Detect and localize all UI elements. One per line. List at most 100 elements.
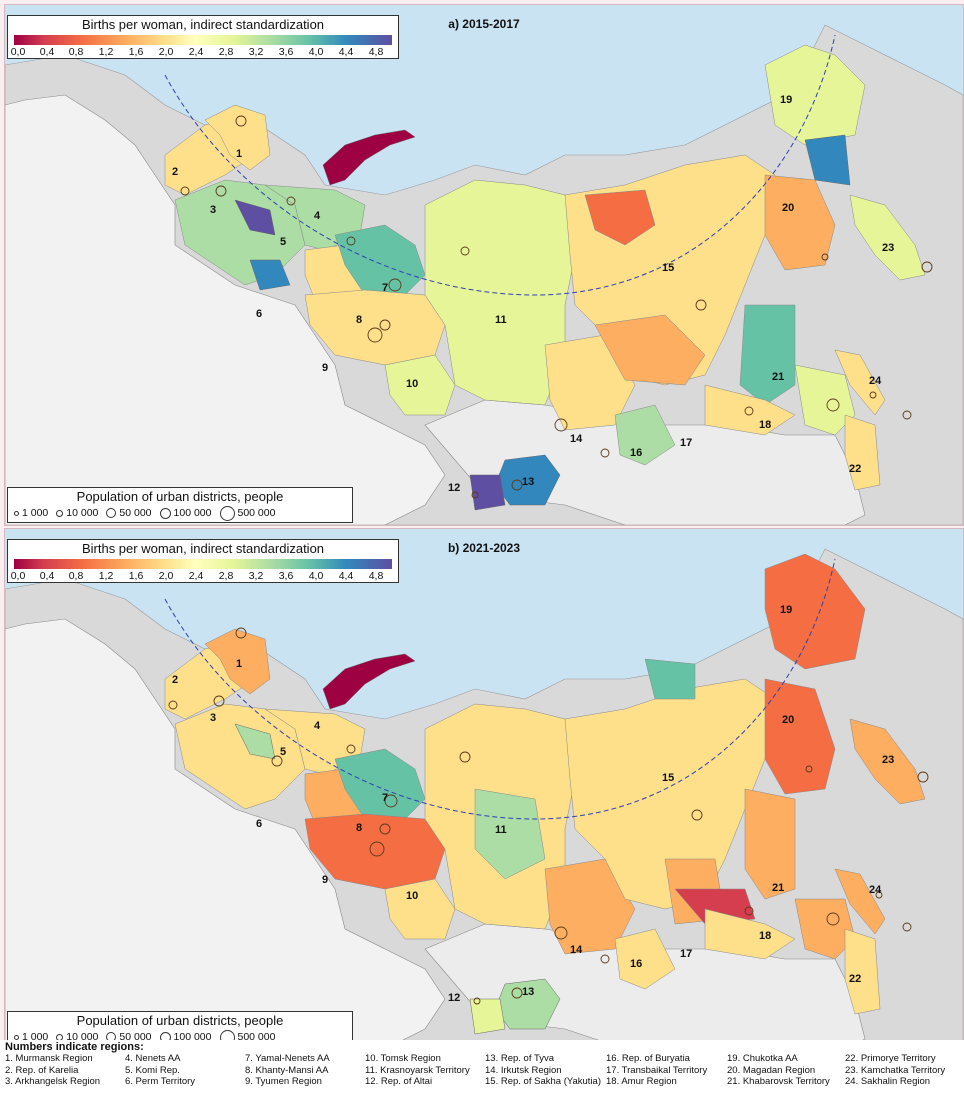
- region-entry: 18. Amur Region: [606, 1076, 677, 1087]
- scale-tick: 3,6: [278, 46, 294, 58]
- svg-text:7: 7: [382, 792, 388, 804]
- svg-text:15: 15: [662, 772, 674, 784]
- region-entry: 4. Nenets AA: [125, 1053, 181, 1064]
- circle-icon: [14, 1034, 19, 1040]
- color-scale-ticks: 0,0 0,4 0,8 1,2 1,6 2,0 2,4 2,8 3,2 3,6 …: [8, 570, 398, 582]
- svg-text:2: 2: [172, 674, 178, 686]
- scale-tick: 1,6: [128, 570, 144, 582]
- regions-legend-column: 16. Rep. of Buryatia 17. Transbaikal Ter…: [606, 1053, 727, 1088]
- scale-tick: 4,4: [338, 570, 354, 582]
- regions-legend-column: 10. Tomsk Region 11. Krasnoyarsk Territo…: [365, 1053, 485, 1088]
- svg-text:17: 17: [680, 437, 692, 449]
- svg-text:20: 20: [782, 714, 794, 726]
- scale-tick: 4,4: [338, 46, 354, 58]
- svg-text:2: 2: [172, 166, 178, 178]
- scale-tick: 1,6: [128, 46, 144, 58]
- population-legend-item: 1 000: [14, 507, 48, 519]
- svg-text:6: 6: [256, 818, 262, 830]
- region-entry: 24. Sakhalin Region: [845, 1076, 931, 1087]
- scale-tick: 0,0: [10, 46, 26, 58]
- region-entry: 17. Transbaikal Territory: [606, 1064, 708, 1076]
- scale-tick: 0,8: [68, 46, 84, 58]
- scale-tick: 1,2: [98, 570, 114, 582]
- region-entry: 3. Arkhangelsk Region: [5, 1076, 101, 1087]
- region-entry: 19. Chukotka AA: [727, 1053, 798, 1064]
- circle-icon: [159, 507, 171, 519]
- map-panel-2021-2023: 1 2 3 4 5 6 7 8 9 10 11 12 13 14 15 16 1…: [4, 528, 964, 1050]
- region-entry: 6. Perm Territory: [125, 1076, 196, 1087]
- circle-icon: [14, 510, 19, 516]
- color-scale-bar: [14, 35, 392, 45]
- scale-tick: 1,2: [98, 46, 114, 58]
- region-entry: 12. Rep. of Altai: [365, 1076, 433, 1087]
- svg-text:9: 9: [322, 362, 328, 374]
- population-legend-item: 10 000: [56, 507, 98, 519]
- region-entry: 20. Magadan Region: [727, 1064, 816, 1076]
- svg-text:21: 21: [772, 371, 784, 383]
- scale-tick: 0,0: [10, 570, 26, 582]
- choropleth-map: 1 2 3 4 5 6 7 8 9 10 11 12 13 14 15 16 1…: [5, 24, 963, 525]
- region-entry: 23. Kamchatka Territory: [845, 1064, 946, 1076]
- scale-tick: 0,4: [39, 46, 55, 58]
- svg-text:4: 4: [314, 720, 321, 732]
- scale-tick: 3,2: [248, 570, 264, 582]
- scale-tick: 2,8: [218, 570, 234, 582]
- color-scale-legend: Births per woman, indirect standardizati…: [7, 539, 399, 583]
- svg-text:12: 12: [448, 482, 460, 494]
- scale-tick: 2,4: [188, 46, 204, 58]
- population-legend-item: 50 000: [106, 507, 152, 519]
- regions-legend-column: 4. Nenets AA 5. Komi Rep. 6. Perm Territ…: [125, 1053, 245, 1088]
- svg-text:17: 17: [680, 948, 692, 960]
- svg-text:1: 1: [236, 148, 242, 160]
- region-entry: 8. Khanty-Mansi AA: [245, 1064, 329, 1076]
- regions-legend: Numbers indicate regions: 1. Murmansk Re…: [0, 1040, 964, 1117]
- svg-text:4: 4: [314, 210, 321, 222]
- scale-tick: 2,0: [158, 570, 174, 582]
- color-scale-bar: [14, 559, 392, 569]
- svg-text:21: 21: [772, 882, 784, 894]
- region-entry: 15. Rep. of Sakha (Yakutia): [485, 1076, 601, 1087]
- svg-text:22: 22: [849, 973, 861, 985]
- region-entry: 7. Yamal-Nenets AA: [245, 1053, 330, 1064]
- regions-legend-column: 1. Murmansk Region 2. Rep. of Karelia 3.…: [5, 1053, 125, 1088]
- svg-text:19: 19: [780, 94, 792, 106]
- svg-text:18: 18: [759, 930, 771, 942]
- svg-text:14: 14: [570, 944, 583, 956]
- regions-legend-title: Numbers indicate regions:: [5, 1041, 144, 1053]
- region-entry: 1. Murmansk Region: [5, 1053, 93, 1064]
- svg-text:8: 8: [356, 314, 362, 326]
- svg-text:23: 23: [882, 242, 894, 254]
- svg-text:12: 12: [448, 992, 460, 1004]
- circle-icon: [56, 509, 64, 517]
- svg-text:5: 5: [280, 236, 286, 248]
- svg-text:7: 7: [382, 282, 388, 294]
- svg-text:15: 15: [662, 262, 674, 274]
- region-entry: 14. Irkutsk Region: [485, 1064, 562, 1076]
- svg-text:8: 8: [356, 822, 362, 834]
- population-legend: Population of urban districts, people 1 …: [7, 487, 353, 523]
- svg-text:20: 20: [782, 202, 794, 214]
- svg-text:13: 13: [522, 986, 534, 998]
- region-entry: 2. Rep. of Karelia: [5, 1064, 79, 1076]
- scale-tick: 3,6: [278, 570, 294, 582]
- scale-tick: 0,8: [68, 570, 84, 582]
- circle-icon: [106, 508, 117, 518]
- scale-tick: 2,4: [188, 570, 204, 582]
- scale-tick: 4,8: [368, 46, 384, 58]
- svg-text:13: 13: [522, 476, 534, 488]
- svg-text:22: 22: [849, 463, 861, 475]
- scale-tick: 0,4: [39, 570, 55, 582]
- regions-legend-column: 13. Rep. of Tyva 14. Irkutsk Region 15. …: [485, 1053, 606, 1088]
- scale-tick: 4,8: [368, 570, 384, 582]
- region-entry: 16. Rep. of Buryatia: [606, 1053, 690, 1064]
- svg-text:23: 23: [882, 754, 894, 766]
- svg-text:10: 10: [406, 378, 418, 390]
- svg-text:24: 24: [869, 375, 882, 387]
- svg-text:9: 9: [322, 874, 328, 886]
- scale-tick: 2,8: [218, 46, 234, 58]
- svg-text:11: 11: [495, 314, 507, 326]
- scale-tick: 4,0: [308, 570, 324, 582]
- region-entry: 21. Khabarovsk Territory: [727, 1076, 830, 1087]
- choropleth-map: 1 2 3 4 5 6 7 8 9 10 11 12 13 14 15 16 1…: [5, 548, 963, 1049]
- svg-text:3: 3: [210, 204, 216, 216]
